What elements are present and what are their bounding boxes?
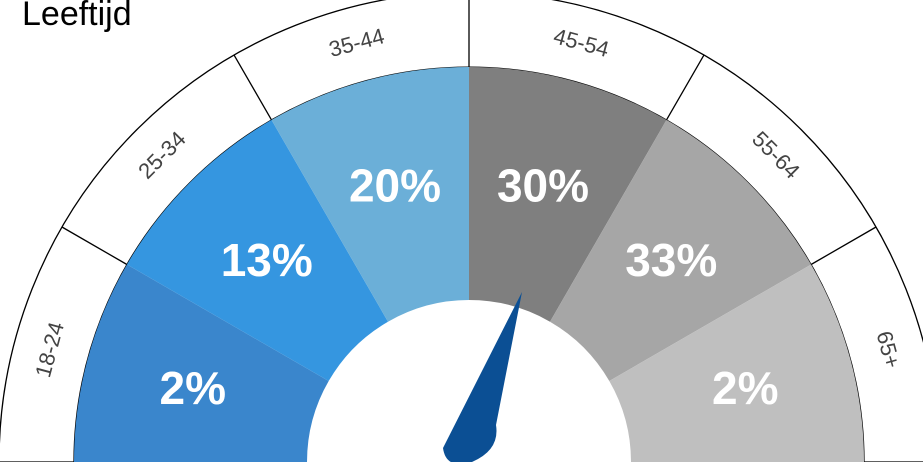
gauge-needle [443, 292, 522, 462]
band-divider [233, 54, 273, 121]
segment-35-44 [271, 67, 469, 322]
segment-25-34 [126, 119, 388, 381]
band-divider [665, 54, 705, 121]
band-divider [810, 226, 877, 266]
value-label: 13% [221, 234, 313, 286]
segment-45-54 [469, 67, 667, 322]
segment-65+ [609, 264, 864, 462]
segment-55-64 [550, 119, 812, 381]
value-label: 2% [160, 362, 226, 414]
band-divider [61, 226, 128, 266]
value-label: 20% [349, 160, 441, 212]
segment-18-24 [74, 264, 329, 462]
value-label: 2% [712, 362, 778, 414]
value-label: 30% [497, 160, 589, 212]
chart-title: Leeftijd [22, 0, 132, 33]
value-label: 33% [625, 234, 717, 286]
